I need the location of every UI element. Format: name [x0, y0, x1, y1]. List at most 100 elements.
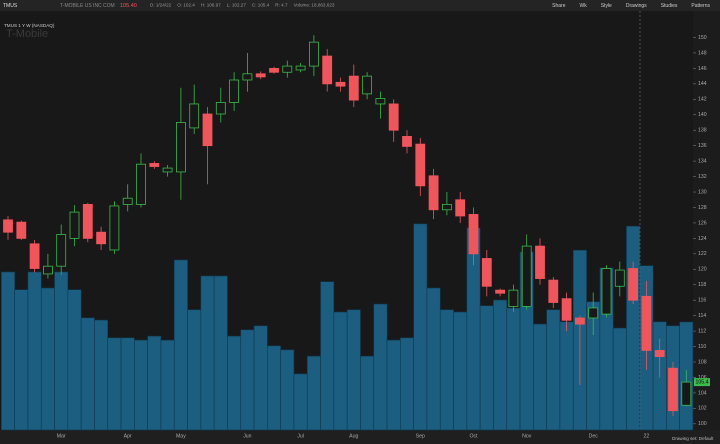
candle-body: [29, 243, 40, 269]
volume-bar: [240, 329, 255, 431]
y-tick-label: 144: [698, 81, 707, 87]
y-tick-label: 140: [698, 112, 707, 118]
price-axis: [693, 11, 720, 430]
toolbar-button[interactable]: Wk: [579, 3, 587, 9]
info-item: D: 1/24/22: [150, 3, 172, 8]
volume-bar: [67, 289, 82, 431]
volume-bar: [533, 323, 547, 431]
x-tick-label: Apr: [124, 433, 132, 439]
volume-bar: [400, 337, 414, 431]
volume-bar: [439, 309, 454, 431]
volume-bar: [493, 299, 508, 431]
volume-bar: [173, 259, 188, 431]
x-tick-label: Mar: [57, 433, 66, 439]
footer[interactable]: Drawing set: Default: [672, 436, 714, 441]
toolbar-button[interactable]: Style: [601, 3, 612, 9]
volume-bar: [386, 339, 401, 431]
candle-body: [468, 214, 479, 255]
y-tick-label: 134: [698, 158, 707, 164]
candle-body: [641, 295, 652, 351]
candle-body: [535, 245, 545, 279]
candle-body: [614, 269, 625, 287]
candle-body: [348, 75, 359, 101]
y-tick-label: 122: [698, 251, 707, 257]
candle-body: [681, 381, 692, 406]
candle-body: [548, 279, 559, 303]
info-item: R: 4.7: [275, 3, 288, 8]
volume-bar: [253, 325, 268, 431]
candle-body: [16, 221, 27, 239]
x-tick-label: Jul: [297, 433, 304, 439]
candle-body: [375, 98, 386, 105]
volume-bar: [479, 305, 494, 431]
candle-body: [202, 113, 213, 147]
y-tick-label: 130: [698, 189, 707, 195]
info-item: Volume: 18,863,623: [294, 3, 335, 8]
x-tick-label: 22: [644, 433, 650, 439]
info-item: C: 105.4: [252, 3, 270, 8]
volume-bar: [320, 281, 335, 431]
x-tick-label: Jun: [243, 433, 251, 439]
candle-body: [96, 231, 106, 245]
x-tick-label: Oct: [469, 433, 478, 439]
y-tick-label: 142: [698, 97, 707, 103]
candle-body: [508, 289, 519, 307]
last-price: 105.40: [120, 3, 137, 9]
info-item: H: 106.97: [201, 3, 221, 8]
candle-body: [322, 55, 333, 85]
toolbar-button[interactable]: Drawings: [626, 3, 647, 9]
toolbar-button[interactable]: Share: [552, 3, 566, 9]
volume-bar: [373, 303, 388, 431]
y-tick-label: 114: [698, 313, 706, 319]
y-tick-label: 136: [698, 143, 707, 149]
volume-bar: [293, 373, 308, 431]
candle-body: [56, 234, 67, 267]
y-tick-label: 132: [698, 174, 707, 180]
candle-body: [402, 135, 412, 147]
toolbar-button[interactable]: Studies: [661, 3, 678, 9]
y-tick-label: 104: [698, 390, 707, 396]
candle-body: [335, 81, 346, 87]
x-tick-label: Nov: [522, 433, 532, 439]
volume-bar: [227, 335, 242, 431]
candle-body: [162, 167, 173, 173]
candle-layer: [3, 35, 692, 417]
company: T-MOBILE US INC COM: [60, 3, 115, 9]
volume-bar: [453, 311, 468, 431]
y-tick-label: 108: [698, 359, 707, 365]
volume-bar: [506, 307, 521, 431]
volume-bar: [360, 355, 375, 431]
volume-bar: [120, 337, 135, 431]
symbol[interactable]: TMUS: [3, 3, 18, 9]
volume-bar: [14, 289, 29, 431]
y-tick-label: 102: [698, 406, 707, 412]
volume-bar: [559, 321, 574, 431]
candle-body: [149, 163, 160, 167]
x-tick-label: May: [176, 433, 186, 439]
volume-bar: [187, 309, 202, 431]
candle-body: [428, 175, 439, 211]
price-tag-box: [694, 378, 710, 387]
watermark: T-Mobile: [6, 28, 48, 40]
volume-bar: [546, 309, 561, 431]
volume-bar: [40, 287, 55, 431]
y-tick-label: 112: [698, 328, 706, 334]
candle-body: [109, 205, 120, 251]
y-tick-label: 148: [698, 50, 707, 56]
volume-bar: [333, 311, 348, 431]
candle-body: [362, 75, 373, 95]
candle-body: [175, 122, 186, 173]
candle-body: [269, 68, 279, 73]
candle-body: [388, 103, 399, 131]
candle-body: [308, 41, 319, 67]
candle-body: [295, 65, 306, 71]
x-tick-label: Aug: [349, 433, 358, 439]
y-tick-label: 124: [698, 236, 707, 242]
toolbar-button[interactable]: Patterns: [691, 3, 710, 9]
price-tag: 105.4: [696, 379, 709, 385]
candle-body: [3, 219, 13, 233]
y-tick-label: 146: [698, 66, 707, 72]
candle-body: [601, 268, 612, 315]
candle-body: [43, 265, 53, 275]
